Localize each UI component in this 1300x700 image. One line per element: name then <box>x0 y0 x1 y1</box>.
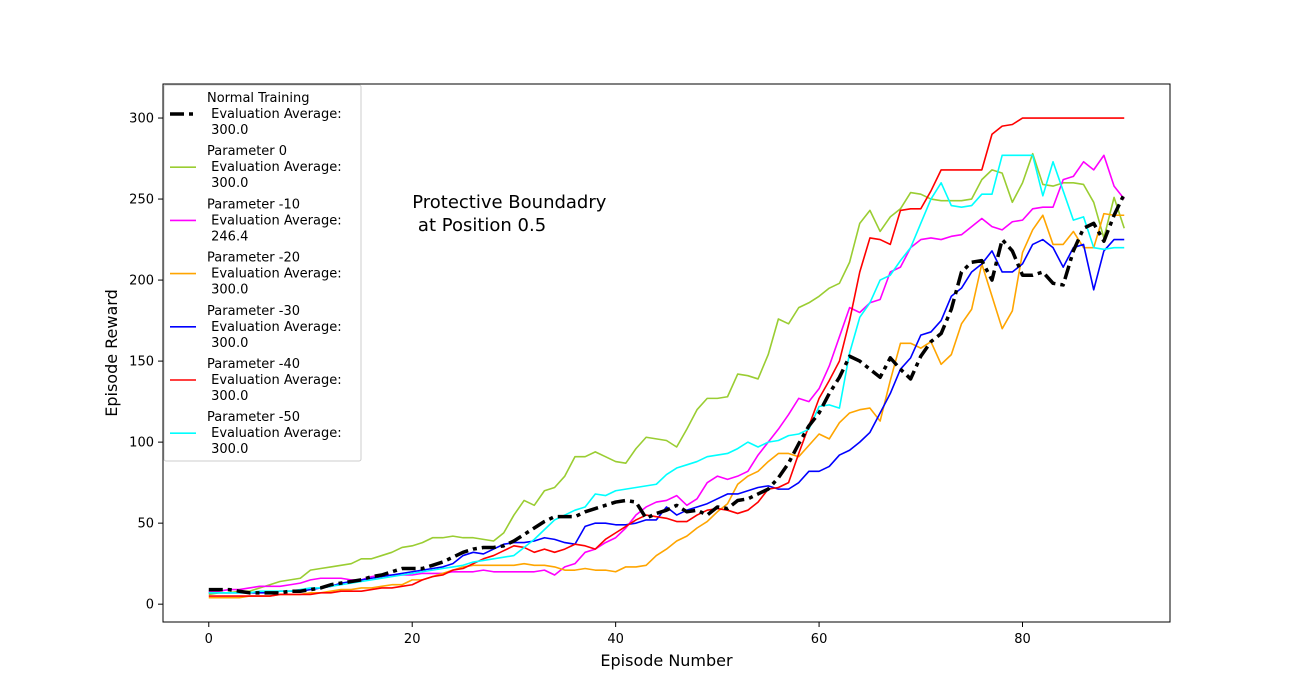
legend-label-line: Evaluation Average: <box>207 160 342 175</box>
legend-label-line: Evaluation Average: <box>207 373 342 388</box>
legend-label-line: 300.0 <box>207 176 248 191</box>
y-tick-label: 300 <box>129 112 154 127</box>
legend-label-line: 300.0 <box>207 389 248 404</box>
x-tick-label: 20 <box>404 632 421 647</box>
annotation-line: Protective Boundadry <box>412 192 607 213</box>
series-line-3 <box>208 212 1125 599</box>
legend-label-4: Parameter -30 Evaluation Average: 300.0 <box>207 304 342 351</box>
legend-label-line: Evaluation Average: <box>207 426 342 441</box>
legend-label-line: 300.0 <box>207 336 248 351</box>
x-axis-label: Episode Number <box>600 651 733 670</box>
y-axis-label: Episode Reward <box>102 289 121 417</box>
legend-label-line: Evaluation Average: <box>207 267 342 282</box>
plot-area <box>208 117 1126 599</box>
legend-label-5: Parameter -40 Evaluation Average: 300.0 <box>207 357 342 404</box>
legend-label-3: Parameter -20 Evaluation Average: 300.0 <box>207 251 342 298</box>
legend-label-line: 246.4 <box>207 229 248 244</box>
series-line-5 <box>208 117 1125 597</box>
legend-label-6: Parameter -50 Evaluation Average: 300.0 <box>207 410 342 457</box>
axis-ticks: 0 20 40 60 80 0 50 100 150 200 250 300 <box>129 112 1031 647</box>
y-tick-label: 150 <box>129 355 154 370</box>
legend-label-2: Parameter -10 Evaluation Average: 246.4 <box>207 197 342 244</box>
y-tick-label: 100 <box>129 436 154 451</box>
annotation: Protective Boundadry at Position 0.5 <box>412 192 607 236</box>
plot-frame <box>162 83 1171 623</box>
x-tick-label: 40 <box>607 632 624 647</box>
legend-box <box>163 84 362 462</box>
legend-label-1: Parameter 0 Evaluation Average: 300.0 <box>207 144 342 191</box>
x-tick-label: 0 <box>205 632 213 647</box>
y-tick-label: 200 <box>129 274 154 289</box>
legend-label-line: 300.0 <box>207 283 248 298</box>
series-line-1 <box>208 152 1125 596</box>
legend-label-line: Normal Training <box>207 91 309 106</box>
series-line-4 <box>208 238 1125 594</box>
y-tick-label: 250 <box>129 193 154 208</box>
annotation-line: at Position 0.5 <box>412 215 546 236</box>
series-line-0 <box>208 193 1126 595</box>
legend-label-line: Evaluation Average: <box>207 213 342 228</box>
y-tick-label: 50 <box>137 517 154 532</box>
y-tick-label: 0 <box>146 598 154 613</box>
legend-label-line: Parameter -40 <box>207 357 300 372</box>
legend-label-line: Parameter -30 <box>207 304 300 319</box>
legend-label-line: Evaluation Average: <box>207 320 342 335</box>
legend-label-line: Parameter -20 <box>207 251 300 266</box>
legend-label-line: Evaluation Average: <box>207 107 342 122</box>
legend-label-0: Normal Training Evaluation Average: 300.… <box>207 91 342 138</box>
legend-label-line: 300.0 <box>207 442 248 457</box>
legend-label-line: 300.0 <box>207 123 248 138</box>
legend: Normal Training Evaluation Average: 300.… <box>163 84 362 462</box>
legend-label-line: Parameter -50 <box>207 410 300 425</box>
legend-label-line: Parameter -10 <box>207 197 300 212</box>
x-tick-label: 60 <box>811 632 828 647</box>
legend-label-line: Parameter 0 <box>207 144 287 159</box>
x-tick-label: 80 <box>1014 632 1031 647</box>
